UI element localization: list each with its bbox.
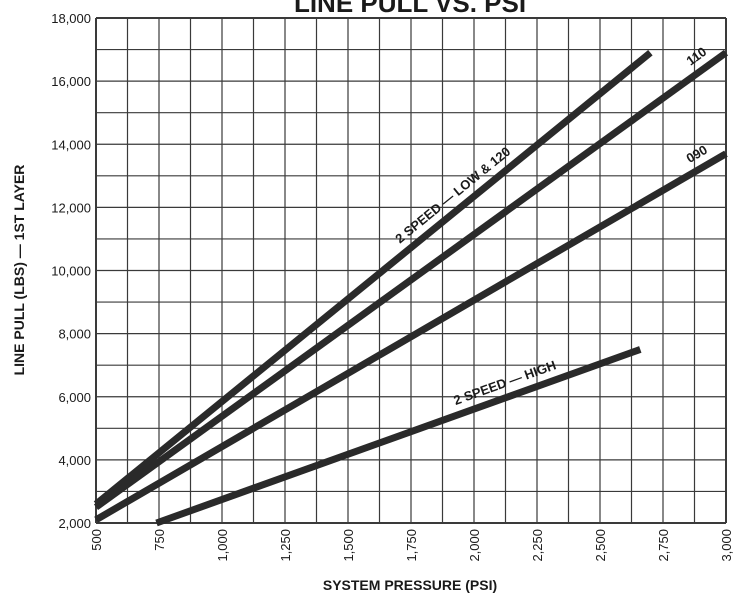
x-tick-label: 2,000 <box>467 529 482 562</box>
grid <box>95 17 727 524</box>
y-tick-label: 12,000 <box>51 200 91 215</box>
x-axis-label: SYSTEM PRESSURE (PSI) <box>323 577 497 593</box>
y-tick-label: 14,000 <box>51 137 91 152</box>
x-tick-label: 500 <box>89 529 104 551</box>
x-tick-label: 3,000 <box>719 529 734 562</box>
x-tick-label: 2,500 <box>593 529 608 562</box>
series-line-0 <box>93 49 653 507</box>
x-tick-label: 1,000 <box>215 529 230 562</box>
y-tick-label: 4,000 <box>58 453 91 468</box>
series-line-3 <box>155 346 642 527</box>
x-tick-label: 1,250 <box>278 529 293 562</box>
y-axis-label: LINE PULL (LBS) — 1ST LAYER <box>11 165 27 376</box>
x-tick-label: 1,750 <box>404 529 419 562</box>
series-line-2 <box>94 150 728 523</box>
x-tick-label: 2,250 <box>530 529 545 562</box>
x-tick-label: 750 <box>152 529 167 551</box>
y-tick-label: 6,000 <box>58 390 91 405</box>
x-tick-label: 2,750 <box>656 529 671 562</box>
series-lines <box>93 49 729 527</box>
y-tick-label: 8,000 <box>58 327 91 342</box>
y-tick-label: 2,000 <box>58 516 91 531</box>
y-tick-label: 16,000 <box>51 74 91 89</box>
y-tick-label: 18,000 <box>51 11 91 26</box>
y-tick-label: 10,000 <box>51 264 91 279</box>
series-line-1 <box>93 49 729 511</box>
tick-labels: 500 750 1,000 1,250 1,500 1,750 2,000 2,250 2,50… <box>51 11 734 562</box>
chart-title: LINE PULL VS. PSI <box>294 0 526 18</box>
x-tick-label: 1,500 <box>341 529 356 562</box>
